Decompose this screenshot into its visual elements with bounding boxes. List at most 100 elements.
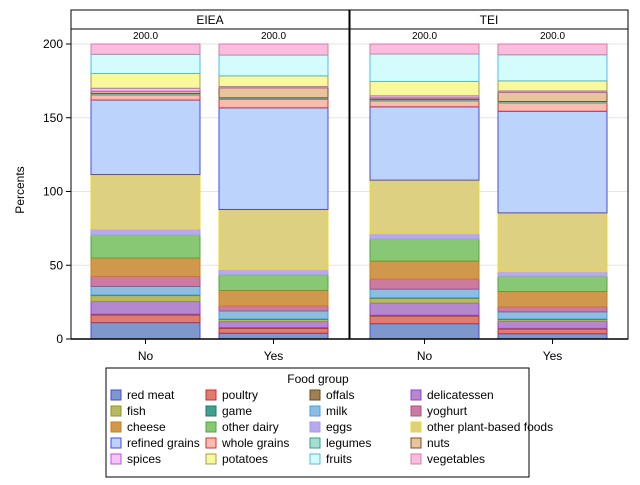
bar-segment-potatoes <box>369 80 480 97</box>
legend-swatch <box>110 453 122 465</box>
bar-segment-poultry <box>369 315 480 325</box>
bar-segment-refined-grains <box>218 107 329 210</box>
legend-label: red meat <box>127 388 175 402</box>
bar-segment-fruits <box>369 53 480 82</box>
bar-segment-other-dairy <box>218 274 329 291</box>
bar-segment-other-dairy <box>90 234 201 259</box>
legend-swatch <box>410 405 422 417</box>
y-tick-label: 150 <box>43 111 63 125</box>
bar-segment-yoghurt <box>369 278 480 290</box>
legend-swatch <box>309 389 321 401</box>
bar-segment-nuts <box>497 91 608 103</box>
legend-label: nuts <box>427 436 450 450</box>
legend-label: potatoes <box>222 452 268 466</box>
bar-segment-red-meat <box>497 333 608 340</box>
bar-segment-eggs <box>369 233 480 240</box>
y-tick-label: 200 <box>43 37 63 51</box>
legend-swatch <box>309 421 321 433</box>
legend-swatch <box>205 453 217 465</box>
bar-segment-cheese <box>497 291 608 308</box>
bar-segment-yoghurt <box>497 306 608 313</box>
bar-segment-delicatessen <box>218 321 329 329</box>
panel-title-TEI: TEI <box>480 13 499 27</box>
bar-segment-delicatessen <box>497 320 608 329</box>
legend-label: offals <box>326 388 354 402</box>
bar-total-label: 200.0 <box>412 31 437 42</box>
bar-segment-eggs <box>90 228 201 236</box>
legend-label: other dairy <box>222 420 279 434</box>
bar-segment-whole-grains <box>369 100 480 108</box>
bar-segment-vegetables <box>218 43 329 56</box>
legend-swatch <box>309 405 321 417</box>
bar-segment-milk <box>369 288 480 299</box>
legend: Food group red meat poultry offals delicate… <box>105 367 553 478</box>
bar-segment-delicatessen <box>369 302 480 316</box>
bar-total-label: 200.0 <box>261 31 286 42</box>
y-tick-label: 100 <box>43 185 63 199</box>
bar-segment-other-dairy <box>369 238 480 262</box>
legend-swatch <box>110 405 122 417</box>
bar-segment-nuts <box>218 87 329 99</box>
bar-segment-vegetables <box>90 43 201 55</box>
bar-segment-milk <box>218 310 329 320</box>
bar-segment-red-meat <box>90 322 201 340</box>
legend-label: cheese <box>127 420 166 434</box>
bar-segment-whole-grains <box>90 94 201 101</box>
bar-segment-whole-grains <box>497 102 608 112</box>
bar-segment-whole-grains <box>218 98 329 109</box>
bar-segment-potatoes <box>497 80 608 92</box>
legend-swatch <box>410 389 422 401</box>
legend-label: delicatessen <box>427 388 494 402</box>
bar-segment-fish <box>90 294 201 303</box>
legend-swatch <box>205 421 217 433</box>
y-axis-label: Percents <box>13 166 27 213</box>
legend-swatch <box>110 389 122 401</box>
y-tick-label: 50 <box>50 258 64 272</box>
legend-label: refined grains <box>127 436 200 450</box>
x-tick-label: Yes <box>264 349 284 363</box>
legend-swatch <box>205 389 217 401</box>
bar-segment-fish <box>369 297 480 304</box>
bar-segment-other-plant-based-foods <box>369 179 480 235</box>
panel-title-EIEA: EIEA <box>196 13 223 27</box>
legend-swatch <box>205 405 217 417</box>
bar-total-label: 200.0 <box>540 31 565 42</box>
legend-swatch <box>205 437 217 449</box>
legend-label: milk <box>326 404 348 418</box>
legend-label: whole grains <box>221 436 289 450</box>
bar-segment-cheese <box>90 257 201 277</box>
bar-segment-other-dairy <box>497 275 608 293</box>
legend-label: legumes <box>326 436 371 450</box>
bar-segment-refined-grains <box>497 110 608 214</box>
bar-segment-fruits <box>218 54 329 77</box>
x-tick-label: No <box>138 349 154 363</box>
bar-segment-red-meat <box>218 332 329 340</box>
bar-segment-potatoes <box>218 75 329 87</box>
legend-swatch <box>110 421 122 433</box>
legend-label: eggs <box>326 420 352 434</box>
legend-label: poultry <box>222 388 258 402</box>
bar-segment-other-plant-based-foods <box>497 212 608 273</box>
x-tick-label: No <box>417 349 433 363</box>
bar-segment-delicatessen <box>90 301 201 315</box>
bar-segment-red-meat <box>369 323 480 340</box>
bar-segment-poultry <box>218 327 329 334</box>
bar-segment-poultry <box>90 314 201 324</box>
legend-swatch <box>309 437 321 449</box>
bar-segment-other-plant-based-foods <box>90 174 201 230</box>
bar-segment-refined-grains <box>90 99 201 176</box>
bar-segment-poultry <box>497 328 608 335</box>
bar-total-label: 200.0 <box>133 31 158 42</box>
legend-label: spices <box>127 452 161 466</box>
legend-label: fruits <box>326 452 352 466</box>
bar-segment-cheese <box>369 260 480 280</box>
legend-swatch <box>410 437 422 449</box>
legend-label: fish <box>127 404 146 418</box>
bar-segment-fruits <box>497 54 608 82</box>
bar-segment-potatoes <box>90 73 201 89</box>
legend-swatch <box>110 437 122 449</box>
bar-segment-milk <box>90 285 201 296</box>
legend-label: other plant-based foods <box>427 420 553 434</box>
axes: No Yes No Yes 0 50 100 150 200 <box>43 37 628 363</box>
